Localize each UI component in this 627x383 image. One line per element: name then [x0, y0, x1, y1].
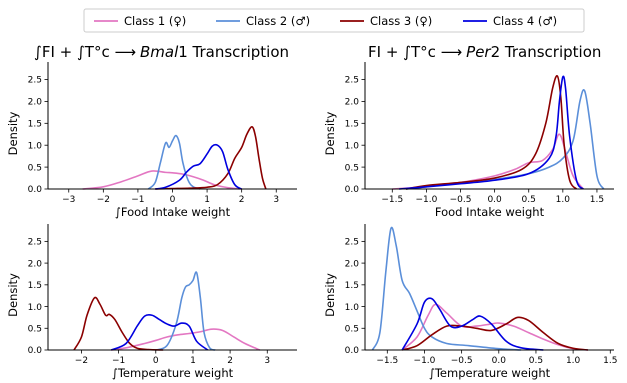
top-left-curve-class-2 — [147, 134, 201, 190]
left-title-post: 1 Transcription — [178, 43, 289, 61]
legend-entry-1: Class 1 (♀) — [94, 14, 186, 28]
top-right-y-tick-label: 0.5 — [345, 163, 359, 173]
bottom-right-x-axis-label: ∫Temperature weight — [429, 366, 551, 380]
left-title-pre: ∫FI + ∫T°c ⟶ — [34, 43, 136, 61]
top-right-y-tick-label: 2.5 — [345, 76, 359, 86]
top-right-x-tick-label: −1.0 — [415, 195, 437, 205]
bottom-right-x-tick-label: −1.5 — [376, 356, 398, 366]
legend-entry-4: Class 4 (♂) — [463, 14, 557, 28]
bottom-right-y-tick-label: 0.0 — [345, 346, 360, 356]
bottom-right-y-axis-label: Density — [323, 273, 337, 317]
legend-frame — [83, 8, 585, 33]
top-left-curve-class-1 — [82, 170, 242, 190]
bottom-left-x-tick-label: 0 — [153, 356, 159, 366]
legend-entry-2: Class 2 (♂) — [216, 14, 310, 28]
top-right-x-tick-label: 0.0 — [487, 195, 502, 205]
top-left-x-tick-label: −1 — [131, 195, 144, 205]
top-left-y-tick-label: 1.5 — [28, 120, 42, 130]
top-right-x-tick-label: 1.5 — [590, 195, 604, 205]
top-right-x-tick-label: 1.0 — [556, 195, 571, 205]
panel-bottom-left: 0.0 0.5 1.0 1.5 2.0 2.5 −2 −1 0 1 2 3 ∫Temperature w… — [6, 224, 297, 380]
right-title-italic: Per — [466, 43, 491, 61]
panel-top-left: 0.0 0.5 1.0 1.5 2.0 2.5 −3 −2 −1 0 1 2 3 ∫Food Intake… — [6, 62, 297, 219]
top-right-y-tick-label: 2.0 — [345, 98, 360, 108]
bottom-left-curve-class-3 — [73, 296, 164, 351]
bottom-right-x-tick-label: 1.0 — [566, 356, 581, 366]
bottom-left-x-tick-label: −2 — [75, 356, 88, 366]
top-right-curve-class-4 — [399, 75, 584, 190]
top-left-y-tick-label: 0.5 — [28, 163, 42, 173]
legend-label-1: Class 1 (♀) — [124, 14, 186, 28]
bottom-right-x-tick-label: −0.5 — [451, 356, 473, 366]
top-left-x-tick-label: 1 — [204, 195, 210, 205]
bottom-right-y-tick-label: 1.0 — [345, 303, 360, 313]
top-right-x-tick-label: 0.5 — [522, 195, 536, 205]
top-left-x-tick-label: −3 — [62, 195, 75, 205]
right-title-pre: FI + ∫T°c ⟶ — [368, 43, 462, 61]
bottom-left-x-tick-label: 3 — [264, 356, 270, 366]
left-title-italic: Bmal — [140, 43, 179, 61]
top-right-x-tick-label: −1.5 — [381, 195, 403, 205]
top-left-y-tick-label: 2.0 — [28, 98, 43, 108]
bottom-right-y-tick-label: 2.5 — [345, 238, 359, 248]
legend-label-2: Class 2 (♂) — [246, 14, 310, 28]
bottom-right-y-tick-label: 1.5 — [345, 281, 359, 291]
top-left-y-tick-label: 2.5 — [28, 76, 42, 86]
bottom-left-x-axis-label: ∫Temperature weight — [112, 366, 234, 380]
top-left-x-tick-label: 2 — [239, 195, 245, 205]
left-title: ∫FI + ∫T°c ⟶ Bmal1 Transcription — [34, 43, 289, 61]
bottom-right-x-tick-label: 1.5 — [603, 356, 617, 366]
bottom-right-curve-class-3 — [401, 316, 589, 351]
bottom-left-y-tick-label: 1.0 — [28, 303, 43, 313]
bottom-left-curve-class-1 — [111, 328, 261, 351]
legend-label-3: Class 3 (♀) — [370, 14, 432, 28]
top-right-x-tick-label: −0.5 — [450, 195, 472, 205]
bottom-left-y-tick-label: 0.5 — [28, 324, 42, 334]
top-right-curve-class-3 — [405, 74, 578, 190]
bottom-left-y-tick-label: 2.5 — [28, 238, 42, 248]
right-title: FI + ∫T°c ⟶ Per2 Transcription — [368, 43, 601, 61]
top-left-x-tick-label: −2 — [97, 195, 110, 205]
legend: Class 1 (♀) Class 2 (♂) Class 3 (♀) Clas… — [83, 8, 585, 33]
bottom-right-x-tick-label: 0.5 — [529, 356, 543, 366]
bottom-right-y-tick-label: 2.0 — [345, 259, 360, 269]
bottom-left-y-axis-label: Density — [6, 273, 20, 317]
top-left-y-tick-label: 0.0 — [28, 185, 43, 195]
bottom-right-x-tick-label: −1.0 — [414, 356, 436, 366]
top-left-curve-class-3 — [155, 126, 267, 190]
bottom-left-y-tick-label: 2.0 — [28, 259, 43, 269]
bottom-right-curve-class-2 — [371, 226, 522, 351]
bottom-right-x-tick-label: 0.0 — [492, 356, 507, 366]
top-right-y-tick-label: 0.0 — [345, 185, 360, 195]
bottom-right-y-tick-label: 0.5 — [345, 324, 359, 334]
panel-bottom-right: 0.0 0.5 1.0 1.5 2.0 2.5 −1.5 −1.0 −0.5 0.0 0.5 1.0 1… — [323, 224, 617, 380]
top-left-y-tick-label: 1.0 — [28, 141, 43, 151]
bottom-left-y-tick-label: 0.0 — [28, 346, 43, 356]
top-left-y-axis-label: Density — [6, 111, 20, 155]
top-left-curve-class-4 — [155, 143, 243, 190]
top-right-curve-class-2 — [405, 89, 605, 190]
top-left-x-tick-label: 0 — [170, 195, 176, 205]
top-right-y-axis-label: Density — [323, 111, 337, 155]
top-left-x-axis-label: ∫Food Intake weight — [115, 205, 231, 219]
top-left-x-tick-label: 3 — [273, 195, 279, 205]
top-right-x-axis-label: Food Intake weight — [435, 205, 545, 219]
panel-top-right: 0.0 0.5 1.0 1.5 2.0 2.5 −1.5 −1.0 −0.5 0.0 0.5 1.0 1… — [323, 62, 614, 219]
bottom-left-x-tick-label: 1 — [190, 356, 196, 366]
bottom-left-curve-class-4 — [110, 313, 209, 351]
bottom-left-x-tick-label: 2 — [227, 356, 233, 366]
legend-entry-3: Class 3 (♀) — [340, 14, 432, 28]
bottom-left-x-tick-label: −1 — [112, 356, 125, 366]
bottom-right-curve-class-4 — [401, 297, 544, 351]
top-right-y-tick-label: 1.0 — [345, 141, 360, 151]
top-right-y-tick-label: 1.5 — [345, 120, 359, 130]
legend-label-4: Class 4 (♂) — [493, 14, 557, 28]
right-title-post: 2 Transcription — [491, 43, 602, 61]
bottom-left-y-tick-label: 1.5 — [28, 281, 42, 291]
